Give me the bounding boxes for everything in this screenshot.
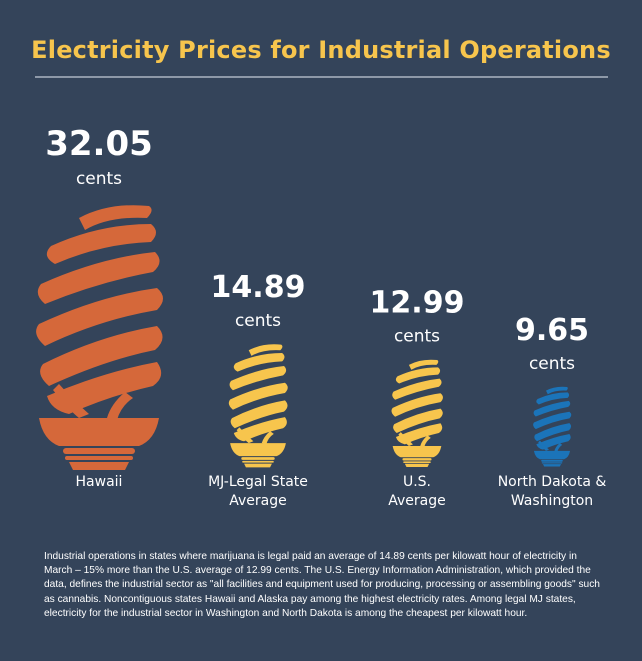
coil-1-3 (228, 382, 288, 410)
coil-0-5 (47, 362, 162, 414)
category-label-2-0: U.S. (403, 474, 431, 490)
base-ring-3-2 (542, 464, 562, 467)
value-label-2: 12.99 (370, 286, 465, 321)
base-ring-0-1 (65, 456, 133, 460)
coil-3-1 (536, 392, 570, 405)
collar-2 (392, 445, 442, 458)
base-ring-2-2 (404, 463, 430, 468)
stem-left-1 (236, 427, 254, 444)
coil-2-3 (391, 393, 443, 417)
coil-0-2 (37, 252, 160, 304)
stem-right-1 (261, 431, 274, 445)
coil-2-5 (395, 423, 443, 445)
base-ring-2-0 (402, 458, 432, 461)
base-ring-3-0 (541, 459, 563, 462)
unit-label-3: cents (529, 354, 575, 374)
bulb-1 (228, 344, 288, 468)
unit-label-0: cents (76, 169, 122, 189)
stem-right-2 (420, 435, 431, 447)
stem-right-0 (107, 392, 133, 420)
coil-3-0 (545, 386, 568, 395)
footnote: Industrial operations in states where ma… (44, 551, 600, 619)
bulb-chart: 32.05 cents Hawaii 14.89 cents MJ-Legal State… (36, 124, 607, 509)
category-label-2-1: Average (388, 493, 446, 509)
category-label-1-0: MJ-Legal State (208, 474, 308, 490)
stem-left-3 (538, 440, 549, 451)
category-label-0-0: Hawaii (76, 474, 123, 490)
coil-1-4 (230, 400, 288, 429)
category-label-1-1: Average (229, 493, 287, 509)
base-ring-0-2 (69, 462, 129, 470)
bulb-0 (36, 205, 163, 470)
base-ring-0-0 (63, 448, 135, 454)
coil-0-1 (46, 224, 156, 264)
bulb-2 (391, 359, 443, 468)
collar-3 (533, 450, 571, 460)
base-ring-2-1 (403, 461, 431, 463)
coil-0-4 (40, 326, 163, 386)
coil-1-2 (229, 366, 287, 391)
value-label-0: 32.05 (45, 124, 153, 164)
stem-left-0 (53, 384, 89, 418)
base-ring-1-0 (241, 457, 275, 460)
coil-2-4 (393, 408, 443, 433)
title-divider (35, 76, 608, 78)
stem-right-3 (554, 443, 563, 452)
coil-2-2 (392, 378, 442, 400)
value-label-1: 14.89 (211, 270, 306, 305)
coil-1-5 (233, 417, 287, 442)
chart-title: Electricity Prices for Industrial Operat… (31, 36, 611, 64)
collar-1 (230, 443, 286, 457)
unit-label-2: cents (394, 327, 440, 347)
bulb-3 (533, 386, 572, 467)
coil-1-0 (248, 344, 283, 356)
coil-3-4 (534, 423, 572, 442)
coil-0-0 (79, 205, 152, 230)
coil-2-0 (408, 359, 439, 370)
collar-0 (39, 418, 159, 446)
base-ring-1-1 (242, 460, 274, 463)
base-ring-1-2 (244, 463, 272, 468)
coil-3-5 (536, 433, 571, 450)
value-label-3: 9.65 (515, 313, 589, 348)
unit-label-1: cents (235, 311, 281, 331)
coil-0-3 (36, 288, 163, 346)
category-label-3-1: Washington (511, 493, 593, 509)
base-ring-3-1 (541, 462, 563, 464)
stem-left-2 (398, 432, 413, 446)
coil-3-2 (533, 400, 571, 417)
category-label-3-0: North Dakota & (498, 474, 607, 490)
coil-2-1 (395, 367, 441, 384)
coil-3-3 (533, 411, 572, 430)
coil-1-1 (233, 353, 285, 372)
